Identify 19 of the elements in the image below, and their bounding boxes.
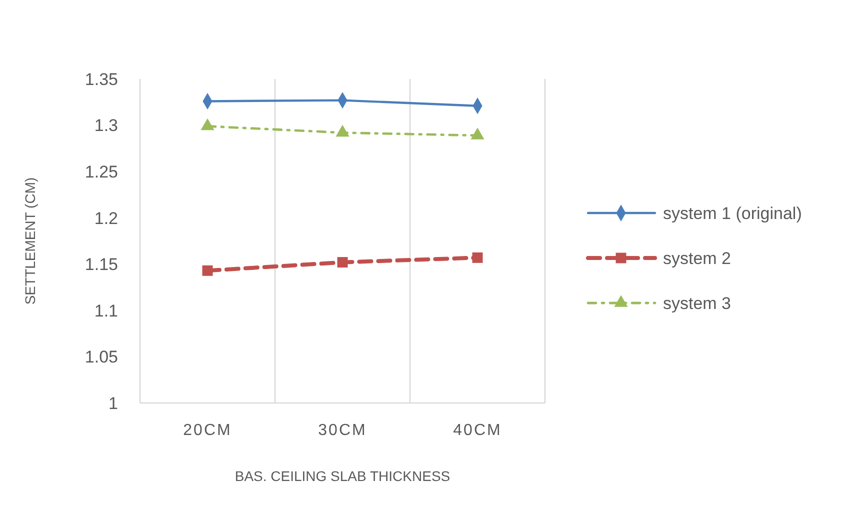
y-tick-label: 1.05 [84,348,118,367]
point [202,265,213,276]
x-tick-label: 20CM [183,422,232,439]
y-tick-label: 1.25 [84,162,118,182]
y-tick-label: 1.3 [94,116,118,136]
x-tick-label: 30CM [318,422,367,439]
y-axis-title: SETTLEMENT (CM) [22,177,38,305]
legend-label: system 1 (original) [663,204,802,223]
legend-label: system 3 [663,294,732,313]
point [472,252,483,263]
point [337,257,348,268]
y-tick-label: 1 [108,394,118,413]
x-axis-title: BAS. CEILING SLAB THICKNESS [234,468,450,484]
y-tick-label: 1.2 [94,208,118,228]
legend-label: system 2 [663,248,732,268]
y-tick-label: 1.35 [84,70,118,89]
y-tick-label: 1.1 [94,301,118,320]
x-tick-label: 40CM [453,422,502,439]
y-tick-label: 1.15 [84,255,118,274]
